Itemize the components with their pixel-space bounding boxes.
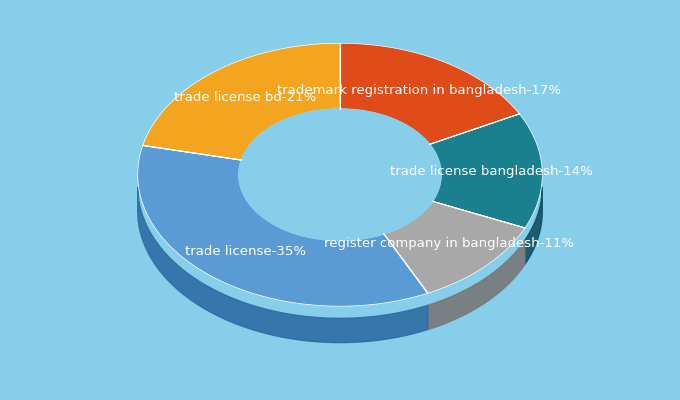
Polygon shape [384, 201, 525, 293]
Text: trade license bd-21%: trade license bd-21% [174, 91, 316, 104]
Polygon shape [430, 114, 542, 228]
Polygon shape [428, 240, 525, 330]
Text: trade license bangladesh-14%: trade license bangladesh-14% [390, 165, 593, 178]
Polygon shape [239, 109, 441, 240]
Polygon shape [239, 187, 384, 277]
Polygon shape [340, 43, 520, 144]
Polygon shape [138, 146, 428, 306]
Text: trademark registration in bangladesh-17%: trademark registration in bangladesh-17% [277, 84, 560, 97]
Polygon shape [432, 187, 441, 238]
Polygon shape [525, 187, 542, 264]
Polygon shape [138, 187, 428, 343]
Text: trade license-35%: trade license-35% [185, 245, 306, 258]
Text: register company in bangladesh-11%: register company in bangladesh-11% [324, 237, 574, 250]
Polygon shape [384, 214, 432, 270]
Polygon shape [143, 43, 340, 160]
